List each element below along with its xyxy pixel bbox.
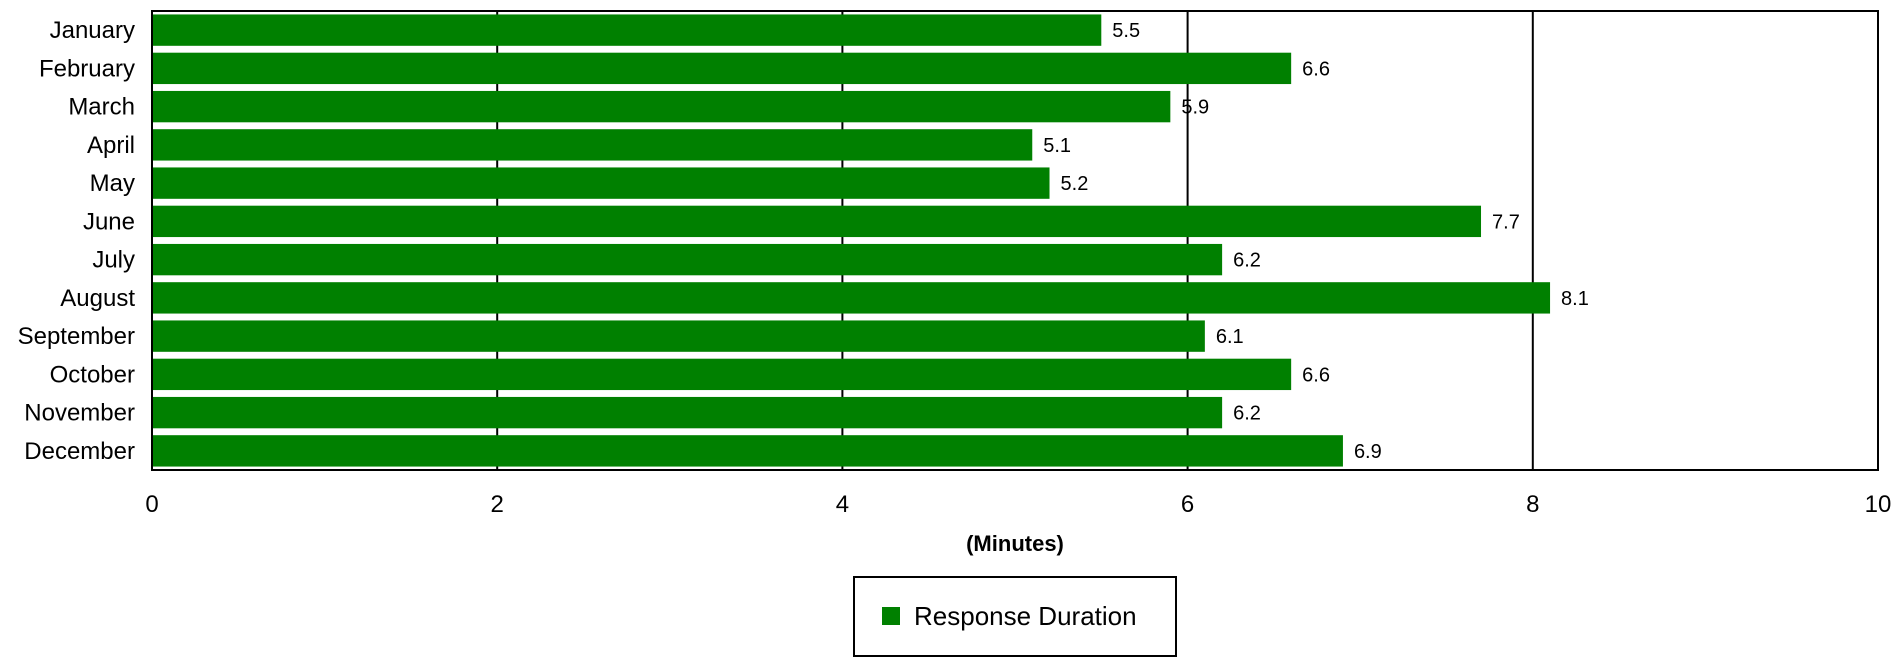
bar-february [152,52,1292,85]
plot-area-border [151,10,1879,471]
bar-january [152,14,1102,46]
legend-label-response-duration: Response Duration [914,601,1137,631]
category-label-july: July [92,247,135,274]
category-label-december: December [24,438,135,465]
category-label-august: August [60,285,135,312]
data-label-may: 5.2 [1061,173,1089,195]
x-tick-label-8: 8 [1526,491,1539,518]
data-label-august: 8.1 [1561,288,1589,310]
x-axis-title: (Minutes) [966,531,1064,556]
x-tick-label-6: 6 [1181,491,1194,518]
bar-september [152,320,1205,352]
bar-may [152,167,1050,199]
gridlines [496,11,1534,470]
bar-october [152,358,1292,391]
category-label-march: March [68,94,135,121]
bar-november [152,396,1223,429]
legend-swatch-response-duration [882,607,900,625]
data-label-october: 6.6 [1302,364,1330,386]
bar-march [152,90,1171,123]
data-label-september: 6.1 [1216,326,1244,348]
data-label-april: 5.1 [1043,135,1071,157]
x-tick-labels: 0 2 4 6 8 10 [145,491,1891,518]
legend: Response Duration [853,576,1177,657]
x-tick-label-2: 2 [491,491,504,518]
data-label-june: 7.7 [1492,211,1520,233]
data-label-february: 6.6 [1302,58,1330,80]
bar-december [152,435,1343,467]
x-tick-label-10: 10 [1865,491,1892,518]
bar-july [152,243,1223,276]
x-tick-label-0: 0 [145,491,158,518]
bar-august [152,282,1551,314]
data-labels: 5.5 6.6 5.9 5.1 5.2 7.7 6.2 8.1 6.1 6.6 6.2 6.9 [1043,20,1589,463]
category-labels: January February March April May June July Augu… [18,17,136,465]
category-label-october: October [50,361,135,388]
category-label-april: April [87,132,135,159]
data-label-december: 6.9 [1354,441,1382,463]
category-label-november: November [24,400,135,427]
data-label-july: 6.2 [1233,250,1261,272]
x-tick-label-4: 4 [836,491,849,518]
bar-april [152,129,1033,161]
category-label-january: January [50,17,135,44]
category-label-september: September [18,323,135,350]
legend-box [853,576,1177,657]
data-label-march: 5.9 [1181,97,1209,119]
bars [152,14,1551,467]
data-label-november: 6.2 [1233,403,1261,425]
bar-june [152,205,1482,238]
category-label-may: May [90,170,135,197]
category-label-june: June [83,208,135,235]
data-label-january: 5.5 [1112,20,1140,42]
category-label-february: February [39,55,135,82]
